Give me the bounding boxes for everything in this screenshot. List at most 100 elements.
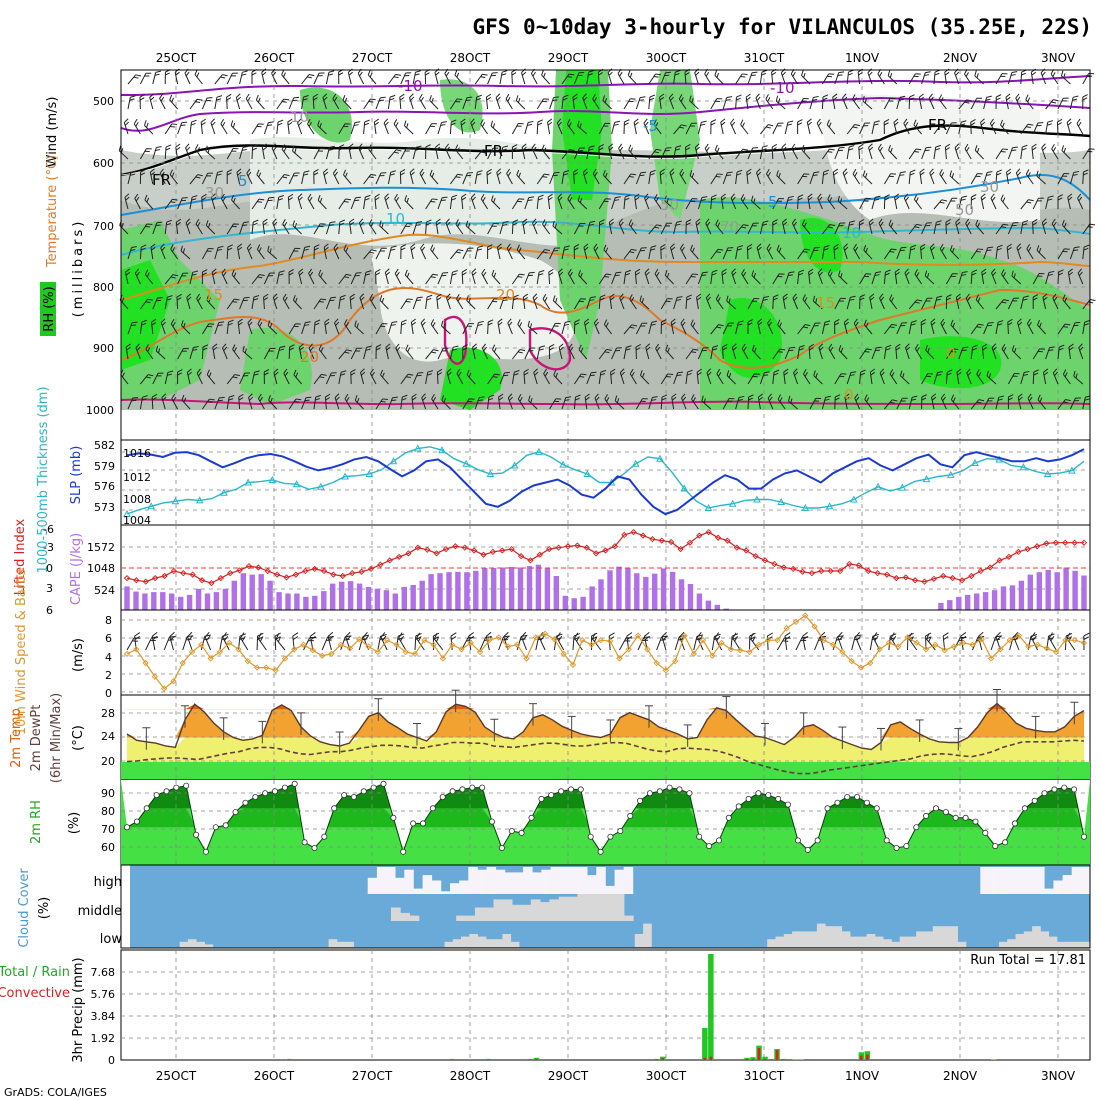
wind-speed-point: [198, 641, 205, 648]
upper-air-barb: [511, 144, 518, 159]
lifted-index-point: [489, 548, 497, 556]
cloud-cell: [345, 941, 354, 947]
wind10m-barb: [416, 632, 425, 651]
upper-air-barb: [1077, 268, 1084, 285]
wind-speed-point: [764, 637, 772, 644]
slp-tick: 1008: [123, 493, 151, 506]
upper-air-barb: [954, 143, 960, 160]
upper-air-barb: [896, 246, 907, 260]
cape-bars: [124, 564, 1087, 611]
upper-air-barb: [1045, 346, 1055, 360]
upper-air-barb: [1031, 143, 1037, 160]
upper-air-barb: [908, 320, 917, 335]
upper-air-barb: [673, 145, 682, 160]
upper-air-barb: [1078, 343, 1084, 360]
upper-air-barb: [201, 97, 213, 110]
thickness-point: [825, 502, 834, 510]
cloud-cell: [1073, 941, 1083, 947]
lifted-index-point: [987, 564, 994, 571]
upper-air-barb: [276, 119, 284, 135]
cloud-cell: [825, 926, 834, 947]
upper-air-barb: [883, 173, 897, 185]
upper-air-barb: [1032, 273, 1045, 285]
cloud-cell: [605, 885, 615, 894]
upper-air-barb: [174, 68, 180, 85]
upper-air-barb: [257, 319, 265, 335]
upper-air-barb: [846, 145, 855, 160]
upper-air-barb: [933, 371, 943, 385]
upper-air-barb: [272, 218, 278, 235]
upper-air-barb: [648, 73, 661, 85]
upper-air-barb: [161, 393, 167, 410]
cloud-cell: [605, 894, 615, 921]
cape-bar: [652, 573, 658, 610]
upper-air-barb: [1025, 169, 1034, 185]
upper-air-barb: [429, 169, 439, 185]
rh-point: [262, 790, 269, 797]
upper-air-barb: [995, 244, 1003, 260]
upper-air-barb: [462, 323, 475, 335]
rh-point: [1061, 784, 1068, 791]
upper-air-barb: [393, 119, 402, 135]
upper-air-barb: [338, 349, 352, 360]
wind-speed-point: [969, 641, 976, 648]
rh-point: [637, 797, 644, 804]
rh-point: [992, 843, 999, 850]
wind-speed-point: [987, 655, 995, 662]
wind10m-barb: [433, 633, 444, 651]
upper-air-barb: [644, 268, 650, 285]
upper-air-barb: [1069, 246, 1080, 260]
upper-air-barb: [177, 121, 188, 135]
upper-air-barb: [1069, 397, 1081, 410]
upper-air-barb: [1036, 170, 1046, 185]
upper-air-barb: [281, 144, 290, 160]
upper-air-barb: [449, 194, 458, 210]
upper-air-barb: [1017, 393, 1023, 410]
upper-air-barb: [1011, 345, 1022, 360]
upper-air-barb: [287, 118, 293, 135]
contour-label: 5: [238, 172, 248, 190]
upper-air-barb: [247, 318, 253, 335]
upper-air-barb: [704, 143, 712, 160]
upper-air-barb: [470, 118, 476, 135]
cloud-cell: [989, 867, 999, 894]
cloud-cell: [634, 934, 644, 947]
slp-tick: 1004: [123, 514, 151, 527]
upper-air-barb: [883, 248, 897, 260]
upper-air-barb: [976, 369, 985, 385]
lifted-index-point: [508, 545, 515, 553]
wind-speed-point: [244, 658, 251, 665]
wind10m-barb: [714, 632, 723, 651]
upper-air-barb: [487, 72, 498, 85]
upper-air-barb: [797, 345, 805, 360]
upper-air-barb: [301, 170, 310, 185]
upper-air-barb: [350, 368, 356, 385]
upper-air-barb: [756, 243, 762, 260]
cape-bar: [598, 579, 604, 610]
upper-air-barb: [981, 268, 987, 285]
upper-air-barb: [740, 119, 749, 135]
upper-air-barb: [491, 269, 501, 285]
upper-air-barb: [689, 95, 699, 110]
upper-air-barb: [288, 323, 301, 335]
upper-air-barb: [694, 68, 700, 85]
upper-air-barb: [859, 348, 872, 360]
upper-air-barb: [282, 293, 290, 310]
cloud-cell: [187, 939, 197, 947]
upper-air-barb: [639, 370, 650, 385]
wind-speed-point: [151, 673, 159, 680]
upper-air-barb: [543, 368, 551, 385]
upper-air-barb: [251, 370, 260, 385]
cloud-cell: [549, 899, 560, 921]
wind10m-barb: [321, 636, 334, 651]
upper-air-barb: [317, 194, 327, 210]
upper-air-barb: [772, 219, 778, 234]
upper-air-barb: [561, 396, 572, 410]
upper-air-barb: [385, 343, 391, 360]
cloud-cell: [386, 867, 396, 894]
upper-air-barb: [980, 193, 986, 210]
wind-speed-point: [588, 641, 595, 648]
temp-tick: 20: [101, 755, 115, 768]
precip-convective-bar: [703, 1057, 707, 1060]
upper-air-barb: [859, 369, 866, 385]
